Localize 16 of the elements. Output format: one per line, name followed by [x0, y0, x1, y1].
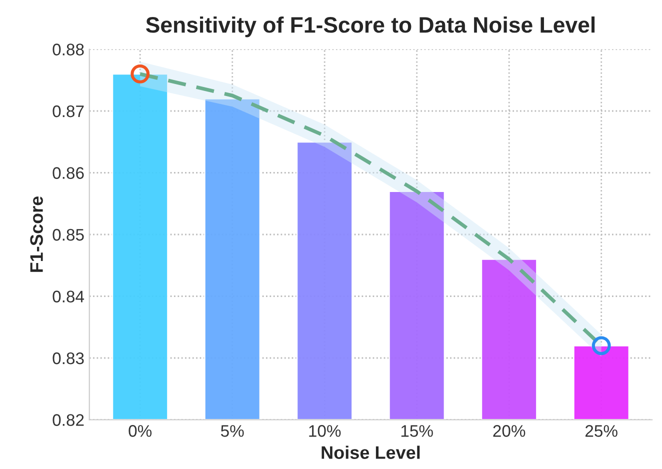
y-tick-label: 0.82 [52, 414, 84, 426]
x-tick-label: 20% [493, 425, 526, 437]
x-axis-title: Noise Level [322, 446, 420, 459]
y-tick-label: 0.88 [52, 44, 84, 56]
x-tick-label: 5% [220, 425, 244, 437]
x-tick-label: 15% [401, 425, 433, 437]
x-tick-label: 25% [585, 425, 618, 437]
x-tick-label: 0% [128, 425, 152, 437]
x-tick-label: 10% [309, 425, 341, 437]
chart-title: Sensitivity of F1-Score to Data Noise Level [146, 16, 595, 38]
y-tick-label: 0.86 [52, 167, 84, 179]
y-tick-label: 0.84 [52, 290, 84, 302]
y-tick-label: 0.85 [52, 228, 84, 241]
y-tick-label: 0.87 [52, 105, 84, 118]
y-tick-label: 0.83 [52, 352, 84, 364]
y-axis-title: F1-Score [30, 196, 43, 272]
